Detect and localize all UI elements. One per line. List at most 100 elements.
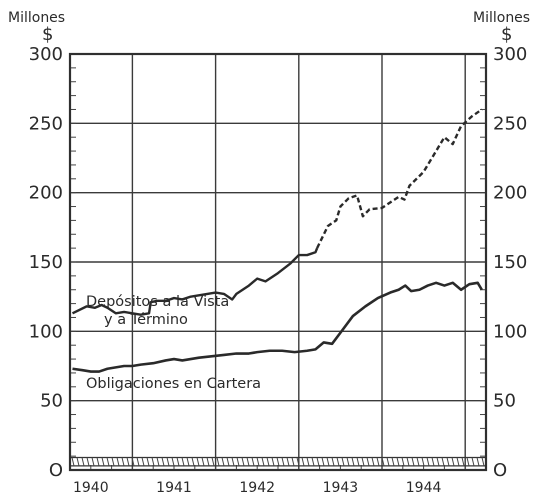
- band-hatch: [301, 457, 305, 466]
- band-hatch: [291, 457, 295, 466]
- band-hatch: [71, 457, 75, 466]
- band-hatch: [456, 457, 460, 466]
- band-hatch: [411, 457, 415, 466]
- annotation-depositos-line1: Depósitos a la Vista: [86, 294, 229, 310]
- band-hatch: [196, 457, 200, 466]
- series-line-depositos-solid: [71, 247, 319, 316]
- band-hatch: [471, 457, 475, 466]
- band-hatch: [316, 457, 320, 466]
- band-hatch: [401, 457, 405, 466]
- band-hatch: [461, 457, 465, 466]
- band-hatch: [201, 457, 205, 466]
- y-tick-label-right: 50: [493, 391, 516, 412]
- band-hatch: [246, 457, 250, 466]
- band-hatch: [331, 457, 335, 466]
- band-hatch: [261, 457, 265, 466]
- band-hatch: [346, 457, 350, 466]
- right-axis-currency-label: $: [501, 24, 512, 45]
- band-hatch: [431, 457, 435, 466]
- series-lines: [71, 108, 483, 373]
- band-hatch: [321, 457, 325, 466]
- band-hatch: [186, 457, 190, 466]
- band-hatch: [481, 457, 485, 466]
- band-hatch: [366, 457, 370, 466]
- series-line-obligaciones: [72, 281, 483, 373]
- band-hatch: [371, 457, 375, 466]
- x-tick-label: 1943: [323, 480, 359, 496]
- band-hatch: [476, 457, 480, 466]
- band-hatch: [466, 457, 470, 466]
- band-hatch: [81, 457, 85, 466]
- band-hatch: [146, 457, 150, 466]
- band-hatch: [351, 457, 355, 466]
- left-axis-currency-label: $: [42, 24, 53, 45]
- annotation-depositos-line2: y a Término: [104, 312, 188, 328]
- band-hatch: [326, 457, 330, 466]
- band-hatch: [251, 457, 255, 466]
- band-hatch: [426, 457, 430, 466]
- band-hatch: [176, 457, 180, 466]
- band-hatch: [221, 457, 225, 466]
- y-tick-label-left: 250: [29, 113, 63, 134]
- band-hatch: [306, 457, 310, 466]
- band-hatch: [161, 457, 165, 466]
- x-tick-label: 1941: [156, 480, 192, 496]
- band-hatch: [296, 457, 300, 466]
- band-hatch: [376, 457, 380, 466]
- baseline-band: [70, 456, 486, 467]
- band-hatch: [101, 457, 105, 466]
- band-hatch: [106, 457, 110, 466]
- band-hatch: [381, 457, 385, 466]
- band-hatch: [271, 457, 275, 466]
- band-hatch: [406, 457, 410, 466]
- x-tick-label: 1944: [406, 480, 442, 496]
- band-hatch: [416, 457, 420, 466]
- y-tick-label-left: 300: [29, 44, 63, 65]
- band-hatch: [266, 457, 270, 466]
- band-hatch: [206, 457, 210, 466]
- band-hatch: [341, 457, 345, 466]
- band-hatch: [231, 457, 235, 466]
- band-hatch: [236, 457, 240, 466]
- band-hatch: [136, 457, 140, 466]
- band-hatch: [211, 457, 215, 466]
- band-hatch: [86, 457, 90, 466]
- band-hatch: [446, 457, 450, 466]
- band-hatch: [191, 457, 195, 466]
- band-hatch: [286, 457, 290, 466]
- band-hatch: [256, 457, 260, 466]
- band-hatch: [436, 457, 440, 466]
- band-hatch: [391, 457, 395, 466]
- band-hatch: [311, 457, 315, 466]
- band-hatch: [336, 457, 340, 466]
- band-hatch: [96, 457, 100, 466]
- band-hatch: [126, 457, 130, 466]
- y-tick-label-left: 50: [40, 391, 63, 412]
- band-hatch: [111, 457, 115, 466]
- y-tick-label-right: 150: [493, 252, 527, 273]
- y-tick-label-left: 150: [29, 252, 63, 273]
- band-hatch: [116, 457, 120, 466]
- band-hatch: [281, 457, 285, 466]
- band-hatch: [421, 457, 425, 466]
- band-hatch: [241, 457, 245, 466]
- band-hatch: [451, 457, 455, 466]
- band-hatch: [386, 457, 390, 466]
- band-hatch: [226, 457, 230, 466]
- band-hatch: [396, 457, 400, 466]
- band-hatch: [361, 457, 365, 466]
- y-tick-label-right: 250: [493, 113, 527, 134]
- x-tick-label: 1940: [73, 480, 109, 496]
- band-hatch: [276, 457, 280, 466]
- band-hatch: [356, 457, 360, 466]
- band-hatch: [156, 457, 160, 466]
- band-hatch: [216, 457, 220, 466]
- band-hatch: [76, 457, 80, 466]
- x-tick-label: 1942: [239, 480, 275, 496]
- series-line-depositos-dashed: [316, 108, 483, 249]
- right-axis-unit-label: Millones: [473, 10, 530, 26]
- band-hatch: [91, 457, 95, 466]
- y-axis-labels: O O 50 50 100 100 150 150 200 200 250 250 300 300: [29, 44, 528, 481]
